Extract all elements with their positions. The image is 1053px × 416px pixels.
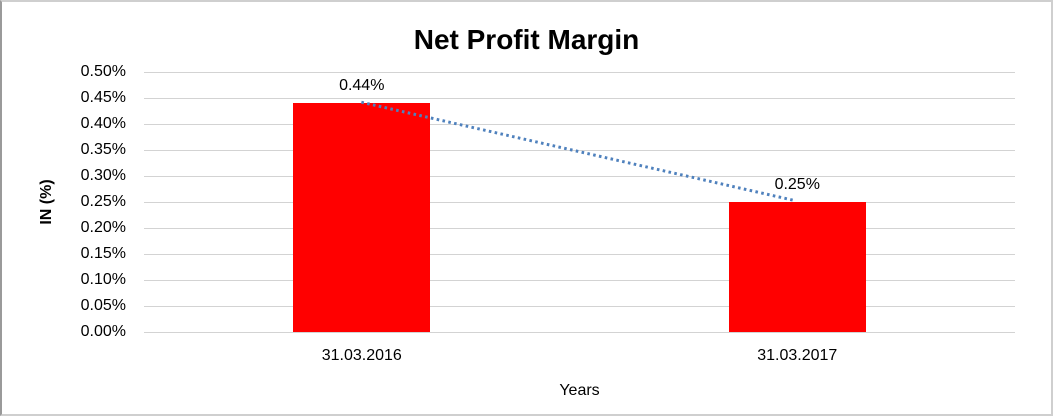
bar-31.03.2017 (728, 202, 866, 332)
y-tick-label: 0.10% (80, 271, 126, 288)
y-tick-label: 0.25% (80, 193, 126, 210)
gridline (144, 72, 1015, 73)
y-tick-label: 0.50% (80, 63, 126, 80)
y-tick-label: 0.30% (80, 167, 126, 184)
y-axis-title: IN (%) (38, 179, 55, 225)
gridline (144, 150, 1015, 151)
x-tick-label: 31.03.2017 (757, 347, 838, 364)
gridline (144, 306, 1015, 307)
bar-data-label: 0.44% (339, 77, 385, 95)
bar-31.03.2016 (293, 103, 431, 332)
y-tick-label: 0.35% (80, 141, 126, 158)
x-tick-label: 31.03.2016 (321, 347, 402, 364)
chart-title: Net Profit Margin (413, 24, 640, 55)
y-tick-label: 0.40% (80, 115, 126, 132)
x-axis-title: Years (559, 382, 600, 399)
y-tick-label: 0.20% (80, 219, 126, 236)
gridline (144, 228, 1015, 229)
y-tick-label: 0.00% (80, 323, 126, 340)
gridline (144, 176, 1015, 177)
gridline (144, 124, 1015, 125)
gridline (144, 254, 1015, 255)
y-tick-label: 0.05% (80, 297, 126, 314)
y-tick-label: 0.45% (80, 89, 126, 106)
gridline (144, 332, 1015, 333)
gridline (144, 98, 1015, 99)
bar-data-label: 0.25% (774, 176, 820, 193)
gridline (144, 202, 1015, 203)
y-tick-label: 0.15% (80, 245, 126, 262)
gridline (144, 280, 1015, 281)
